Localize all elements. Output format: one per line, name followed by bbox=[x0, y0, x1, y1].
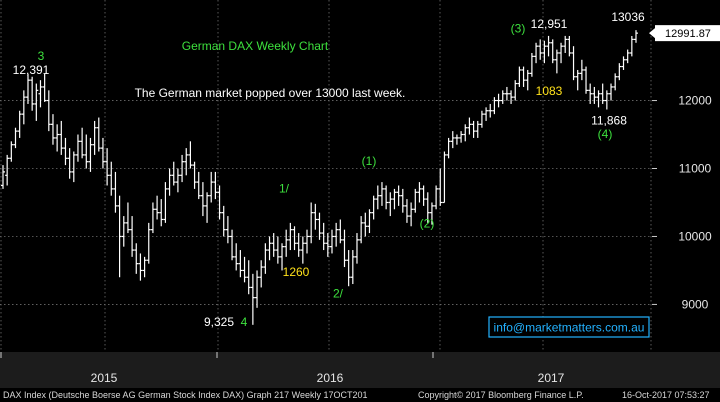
wave-label: 3 bbox=[38, 49, 45, 63]
x-tick-label: 2017 bbox=[538, 371, 565, 385]
x-axis-band bbox=[0, 352, 720, 388]
wave-label: 2/ bbox=[333, 287, 344, 301]
x-tick-label: 2016 bbox=[317, 371, 344, 385]
x-axis-labels: 2015 2016 2017 bbox=[0, 352, 565, 385]
last-price-box-bg bbox=[655, 25, 720, 42]
y-axis-band bbox=[650, 0, 720, 352]
chart-subtitle: The German market popped over 13000 last… bbox=[135, 86, 406, 100]
wave-label: 12,951 bbox=[531, 17, 568, 31]
wave-label: 13036 bbox=[611, 10, 645, 24]
last-price-box: 12991.87 bbox=[655, 25, 720, 42]
y-tick-label: 11000 bbox=[679, 162, 712, 176]
dax-weekly-chart: 9000 10000 11000 12000 2015 2016 2017 312,391… bbox=[0, 0, 720, 388]
footer-timestamp: 16-Oct-2017 07:53:27 bbox=[622, 390, 710, 400]
last-price-label: 12991.87 bbox=[665, 28, 711, 40]
price-bars bbox=[1, 28, 655, 325]
footer-source: DAX Index (Deutsche Boerse AG German Sto… bbox=[3, 390, 368, 400]
wave-label: 1260 bbox=[283, 265, 310, 279]
footer-copyright: Copyright© 2017 Bloomberg Finance L.P. bbox=[418, 390, 584, 400]
wave-label: 11,868 bbox=[591, 113, 627, 127]
chart-title: German DAX Weekly Chart bbox=[182, 39, 329, 53]
wave-annotations: 312,391 1/1260 2/9,325 4 (1) (2) (3) 12,951 1083… bbox=[13, 10, 645, 329]
y-axis-ticks: 9000 10000 11000 12000 bbox=[652, 94, 712, 311]
wave-label: (1) bbox=[362, 154, 377, 168]
last-price-pointer bbox=[649, 28, 655, 39]
contact-box[interactable]: info@marketmatters.com.au bbox=[488, 316, 650, 338]
wave-label: 12,391 bbox=[13, 63, 50, 77]
footer-bar: DAX Index (Deutsche Boerse AG German Sto… bbox=[0, 388, 720, 402]
wave-label: 1/ bbox=[279, 181, 290, 195]
wave-label: (4) bbox=[598, 127, 613, 141]
contact-box-border bbox=[488, 316, 650, 338]
y-tick-label: 9000 bbox=[682, 297, 709, 311]
wave-label: 9,325 bbox=[204, 315, 234, 329]
wave-label: (3) bbox=[511, 22, 526, 36]
contact-email-link[interactable]: info@marketmatters.com.au bbox=[494, 321, 645, 335]
wave-label: 1083 bbox=[536, 84, 563, 98]
y-tick-label: 12000 bbox=[678, 94, 712, 108]
wave-label: 4 bbox=[241, 315, 248, 329]
x-tick-label: 2015 bbox=[91, 371, 118, 385]
y-tick-label: 10000 bbox=[678, 229, 712, 243]
wave-label: (2) bbox=[420, 217, 435, 231]
